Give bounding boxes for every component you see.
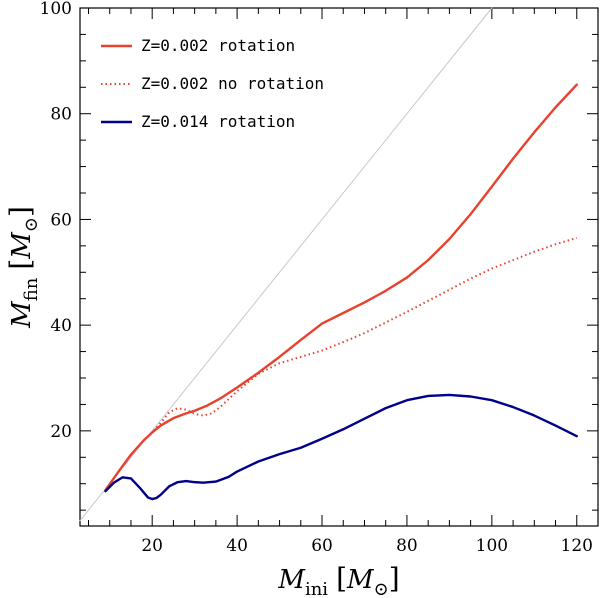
y-axis-title: Mfin[M⊙] xyxy=(4,206,42,329)
y-axis-bracket-close: ] xyxy=(4,206,37,217)
y-tick-label: 60 xyxy=(50,210,72,230)
y-tick-label: 40 xyxy=(50,316,72,336)
x-tick-label: 60 xyxy=(311,536,333,556)
x-axis-bracket-close: ] xyxy=(389,562,400,595)
x-axis-bracket-open: [ xyxy=(336,562,347,595)
legend-label: Z=0.002 no rotation xyxy=(141,74,324,93)
y-tick-label: 100 xyxy=(40,0,72,19)
legend-label: Z=0.014 rotation xyxy=(141,112,295,131)
x-tick-label: 100 xyxy=(476,536,508,556)
y-axis-bracket-open: [ xyxy=(4,259,37,270)
x-axis-sub: ini xyxy=(305,579,328,598)
y-axis-unit-sub: ⊙ xyxy=(21,217,42,232)
legend-label: Z=0.002 rotation xyxy=(141,36,295,55)
series-line-0 xyxy=(104,83,578,492)
axis-ticks xyxy=(80,7,599,526)
y-tick-label: 80 xyxy=(50,105,72,125)
x-tick-label: 80 xyxy=(396,536,418,556)
y-axis-unit: M xyxy=(7,231,37,260)
series-layer xyxy=(79,7,578,522)
x-tick-label: 40 xyxy=(226,536,248,556)
y-axis-var: M xyxy=(7,300,37,329)
legend: Z=0.002 rotation Z=0.002 no rotation Z=0.0… xyxy=(101,36,324,131)
series-line-1 xyxy=(104,236,578,491)
plot-frame xyxy=(79,7,599,527)
x-axis-unit-sub: ⊙ xyxy=(374,579,389,598)
x-axis-var: M xyxy=(277,565,306,595)
x-axis-unit: M xyxy=(346,565,375,595)
tick-labels: 20 40 60 80 100 120 20 40 60 80 100 xyxy=(40,0,593,556)
x-axis-title: Mini [M⊙] xyxy=(277,562,399,598)
series-line-2 xyxy=(104,393,578,501)
y-tick-label: 20 xyxy=(50,422,72,442)
x-tick-label: 120 xyxy=(561,536,593,556)
y-axis-sub: fin xyxy=(21,277,42,301)
x-tick-label: 20 xyxy=(141,536,163,556)
